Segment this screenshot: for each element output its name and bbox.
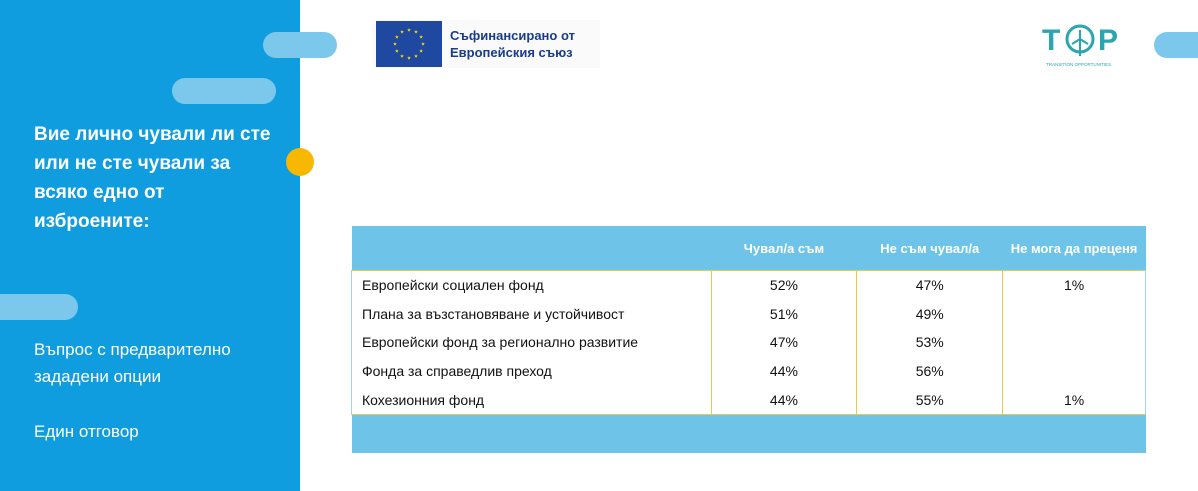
table-row: Европейски фонд за регионално развитие 4… — [351, 328, 1146, 357]
cell-cannot-judge: 1% — [1002, 269, 1146, 300]
table-row: Кохезионния фонд 44% 55% 1% — [351, 385, 1146, 415]
eu-star — [419, 49, 424, 53]
svg-text:P: P — [1098, 24, 1118, 57]
cell-heard: 47% — [710, 328, 857, 357]
cell-not-heard: 49% — [856, 299, 1003, 329]
eu-star — [394, 49, 399, 53]
decorative-pill — [0, 294, 78, 320]
accent-dot — [286, 148, 314, 176]
eu-star — [414, 29, 418, 34]
column-header — [351, 226, 712, 271]
row-label: Кохезионния фонд — [351, 385, 712, 415]
decorative-pill — [1154, 32, 1198, 58]
cell-heard: 52% — [710, 269, 857, 300]
cell-not-heard: 56% — [856, 356, 1003, 386]
table-row: Фонда за справедлив преход 44% 56% — [351, 356, 1146, 386]
eu-cofunding-logo: Съфинансирано от Европейския съюз — [372, 20, 600, 68]
eu-logo-line1: Съфинансирано от — [450, 28, 575, 43]
eu-star — [421, 42, 425, 46]
row-label: Плана за възстановяване и устойчивост — [351, 299, 712, 329]
svg-text:T: T — [1042, 24, 1060, 57]
eu-star — [414, 54, 418, 58]
cell-cannot-judge: 1% — [1002, 385, 1146, 415]
cell-not-heard: 55% — [856, 385, 1003, 415]
eu-star — [394, 35, 399, 39]
column-header: Не мога да преценя — [1002, 226, 1146, 271]
column-header: Чувал/а съм — [711, 226, 857, 271]
cell-cannot-judge — [1002, 299, 1146, 329]
top-logo-tagline: TRANSITION OPPORTUNITIES — [1046, 62, 1111, 67]
eu-star — [407, 56, 411, 60]
decorative-pill — [172, 78, 276, 104]
cell-heard: 51% — [710, 299, 857, 329]
row-label: Фонда за справедлив преход — [351, 356, 712, 386]
question-text: Вие лично чували ли сте или не сте чувал… — [34, 124, 271, 232]
eu-logo-line2: Европейския съюз — [450, 45, 573, 60]
column-header: Не съм чувал/а — [856, 226, 1003, 271]
decorative-pill — [263, 32, 337, 58]
top-logo-icon: T P TRANSITION OPPORTUNITIES — [1040, 22, 1132, 70]
answer-type-text: Един отговор — [34, 422, 139, 441]
eu-flag-icon — [376, 21, 442, 67]
cell-not-heard: 53% — [856, 328, 1003, 357]
eu-star — [400, 54, 404, 58]
table-footer-row — [351, 414, 1146, 453]
question-type-text: Въпрос с предварително зададени опции — [34, 340, 231, 386]
table-header-row: Чувал/а съм Не съм чувал/а Не мога да пр… — [351, 226, 1146, 271]
row-label: Европейски социален фонд — [351, 269, 712, 300]
table-row: Европейски социален фонд 52% 47% 1% — [351, 269, 1146, 300]
eu-logo-text: Съфинансирано от Европейския съюз — [450, 27, 575, 61]
table-row: Плана за възстановяване и устойчивост 51… — [351, 299, 1146, 329]
row-label: Европейски фонд за регионално развитие — [351, 328, 712, 357]
cell-heard: 44% — [710, 385, 857, 415]
cell-cannot-judge — [1002, 328, 1146, 357]
results-table: Чувал/а съм Не съм чувал/а Не мога да пр… — [351, 226, 1146, 453]
eu-star — [419, 35, 424, 39]
eu-star — [400, 29, 404, 34]
cell-heard: 44% — [710, 356, 857, 386]
eu-star — [393, 42, 397, 46]
cell-not-heard: 47% — [856, 269, 1003, 300]
cell-cannot-judge — [1002, 356, 1146, 386]
eu-star — [407, 28, 411, 32]
